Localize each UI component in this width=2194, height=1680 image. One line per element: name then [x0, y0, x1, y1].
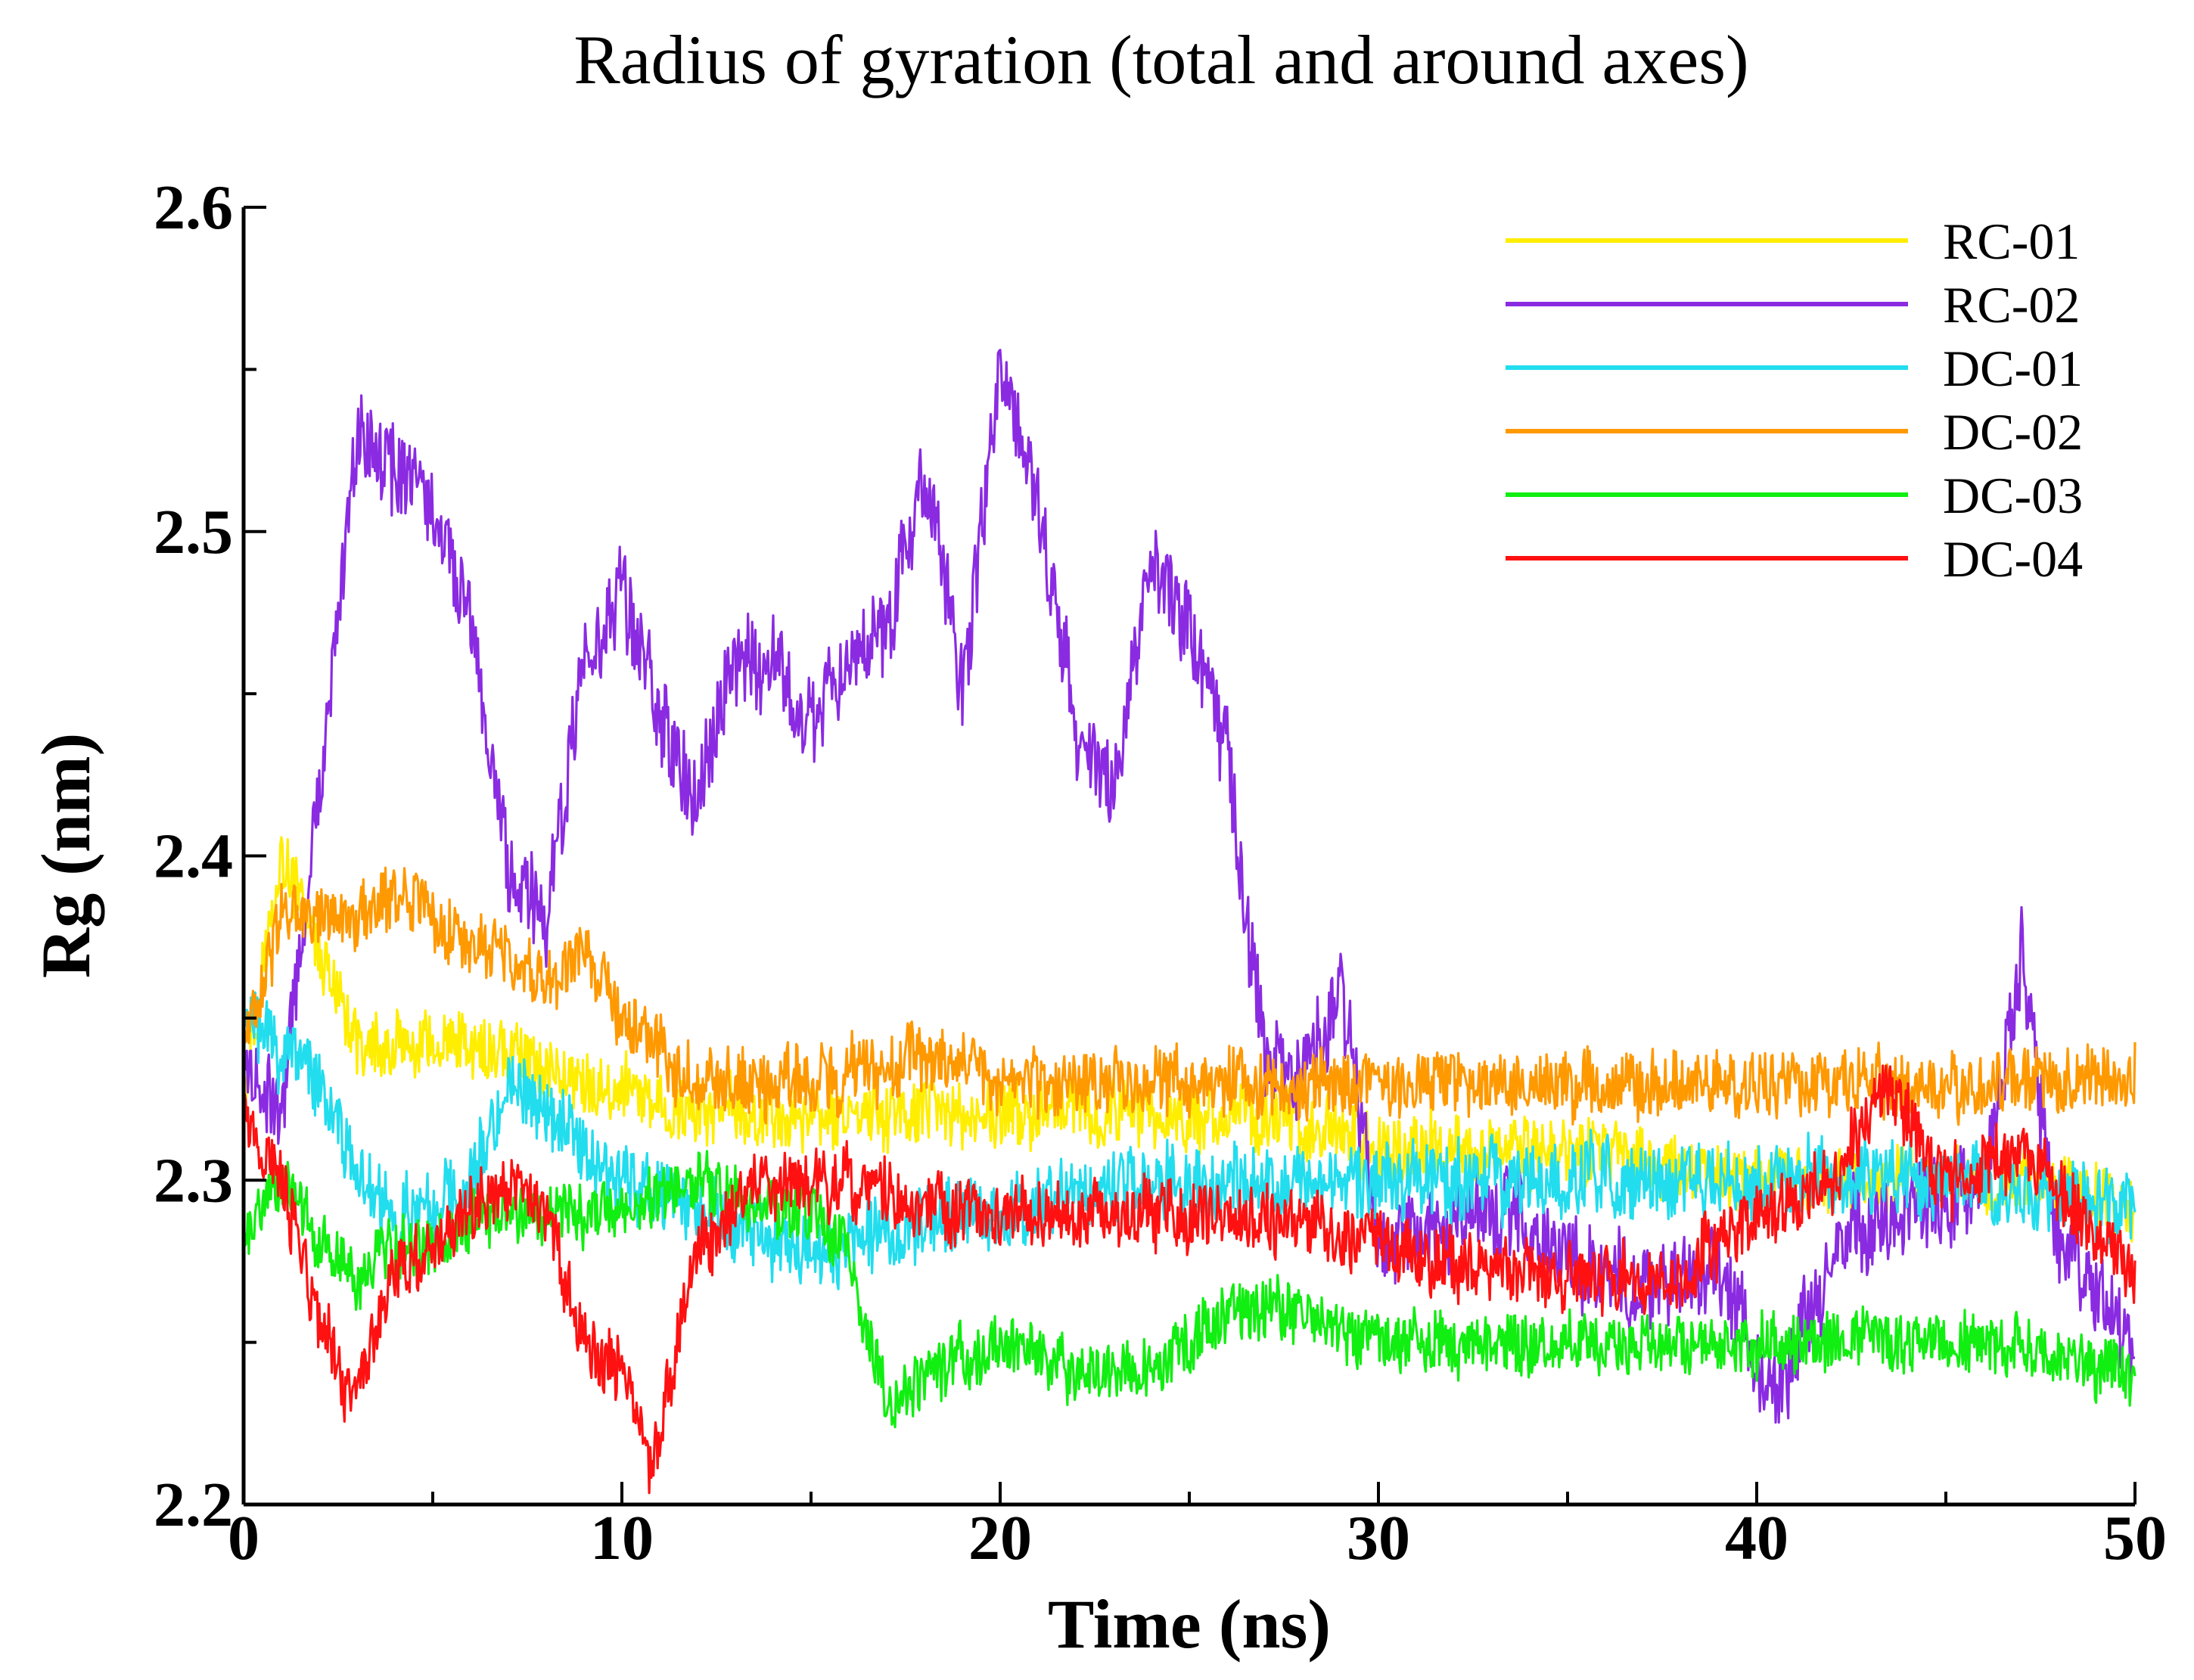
series-line-rc-02: [243, 349, 2136, 1424]
y-tick-label: 2.4: [154, 821, 233, 892]
legend-label-dc-01: DC-01: [1943, 340, 2083, 397]
series-line-dc-03: [242, 1150, 2137, 1429]
x-axis-label: Time (ns): [1048, 1585, 1331, 1663]
series-layer: [242, 349, 2137, 1495]
chart-title: Radius of gyration (total and around axe…: [573, 21, 1748, 98]
series-line-dc-02: [242, 866, 2137, 1126]
y-tick-label: 2.6: [154, 172, 233, 243]
x-ticks: 0 10 20 30 40 50: [228, 1482, 2167, 1573]
legend-label-dc-04: DC-04: [1943, 530, 2083, 588]
legend-label-rc-01: RC-01: [1943, 213, 2080, 270]
legend: RC-01 RC-02 DC-01 DC-02 DC-03 DC-04: [1506, 213, 2083, 588]
x-tick-label: 10: [590, 1503, 654, 1573]
y-tick-label: 2.3: [154, 1145, 233, 1216]
series-line-dc-04: [242, 1064, 2137, 1495]
y-axis-label: Rg (nm): [27, 733, 104, 979]
legend-label-rc-02: RC-02: [1943, 276, 2080, 334]
x-tick-label: 30: [1347, 1503, 1410, 1573]
y-ticks: 2.2 2.3 2.4 2.5 2.6: [154, 172, 266, 1540]
x-tick-label: 0: [228, 1503, 259, 1573]
x-tick-label: 50: [2103, 1503, 2167, 1573]
y-tick-label: 2.2: [154, 1470, 233, 1540]
y-tick-label: 2.5: [154, 497, 233, 567]
series-line-dc-01: [242, 991, 2137, 1290]
x-tick-label: 40: [1725, 1503, 1788, 1573]
x-tick-label: 20: [968, 1503, 1032, 1573]
legend-label-dc-03: DC-03: [1943, 467, 2083, 524]
legend-label-dc-02: DC-02: [1943, 403, 2083, 461]
